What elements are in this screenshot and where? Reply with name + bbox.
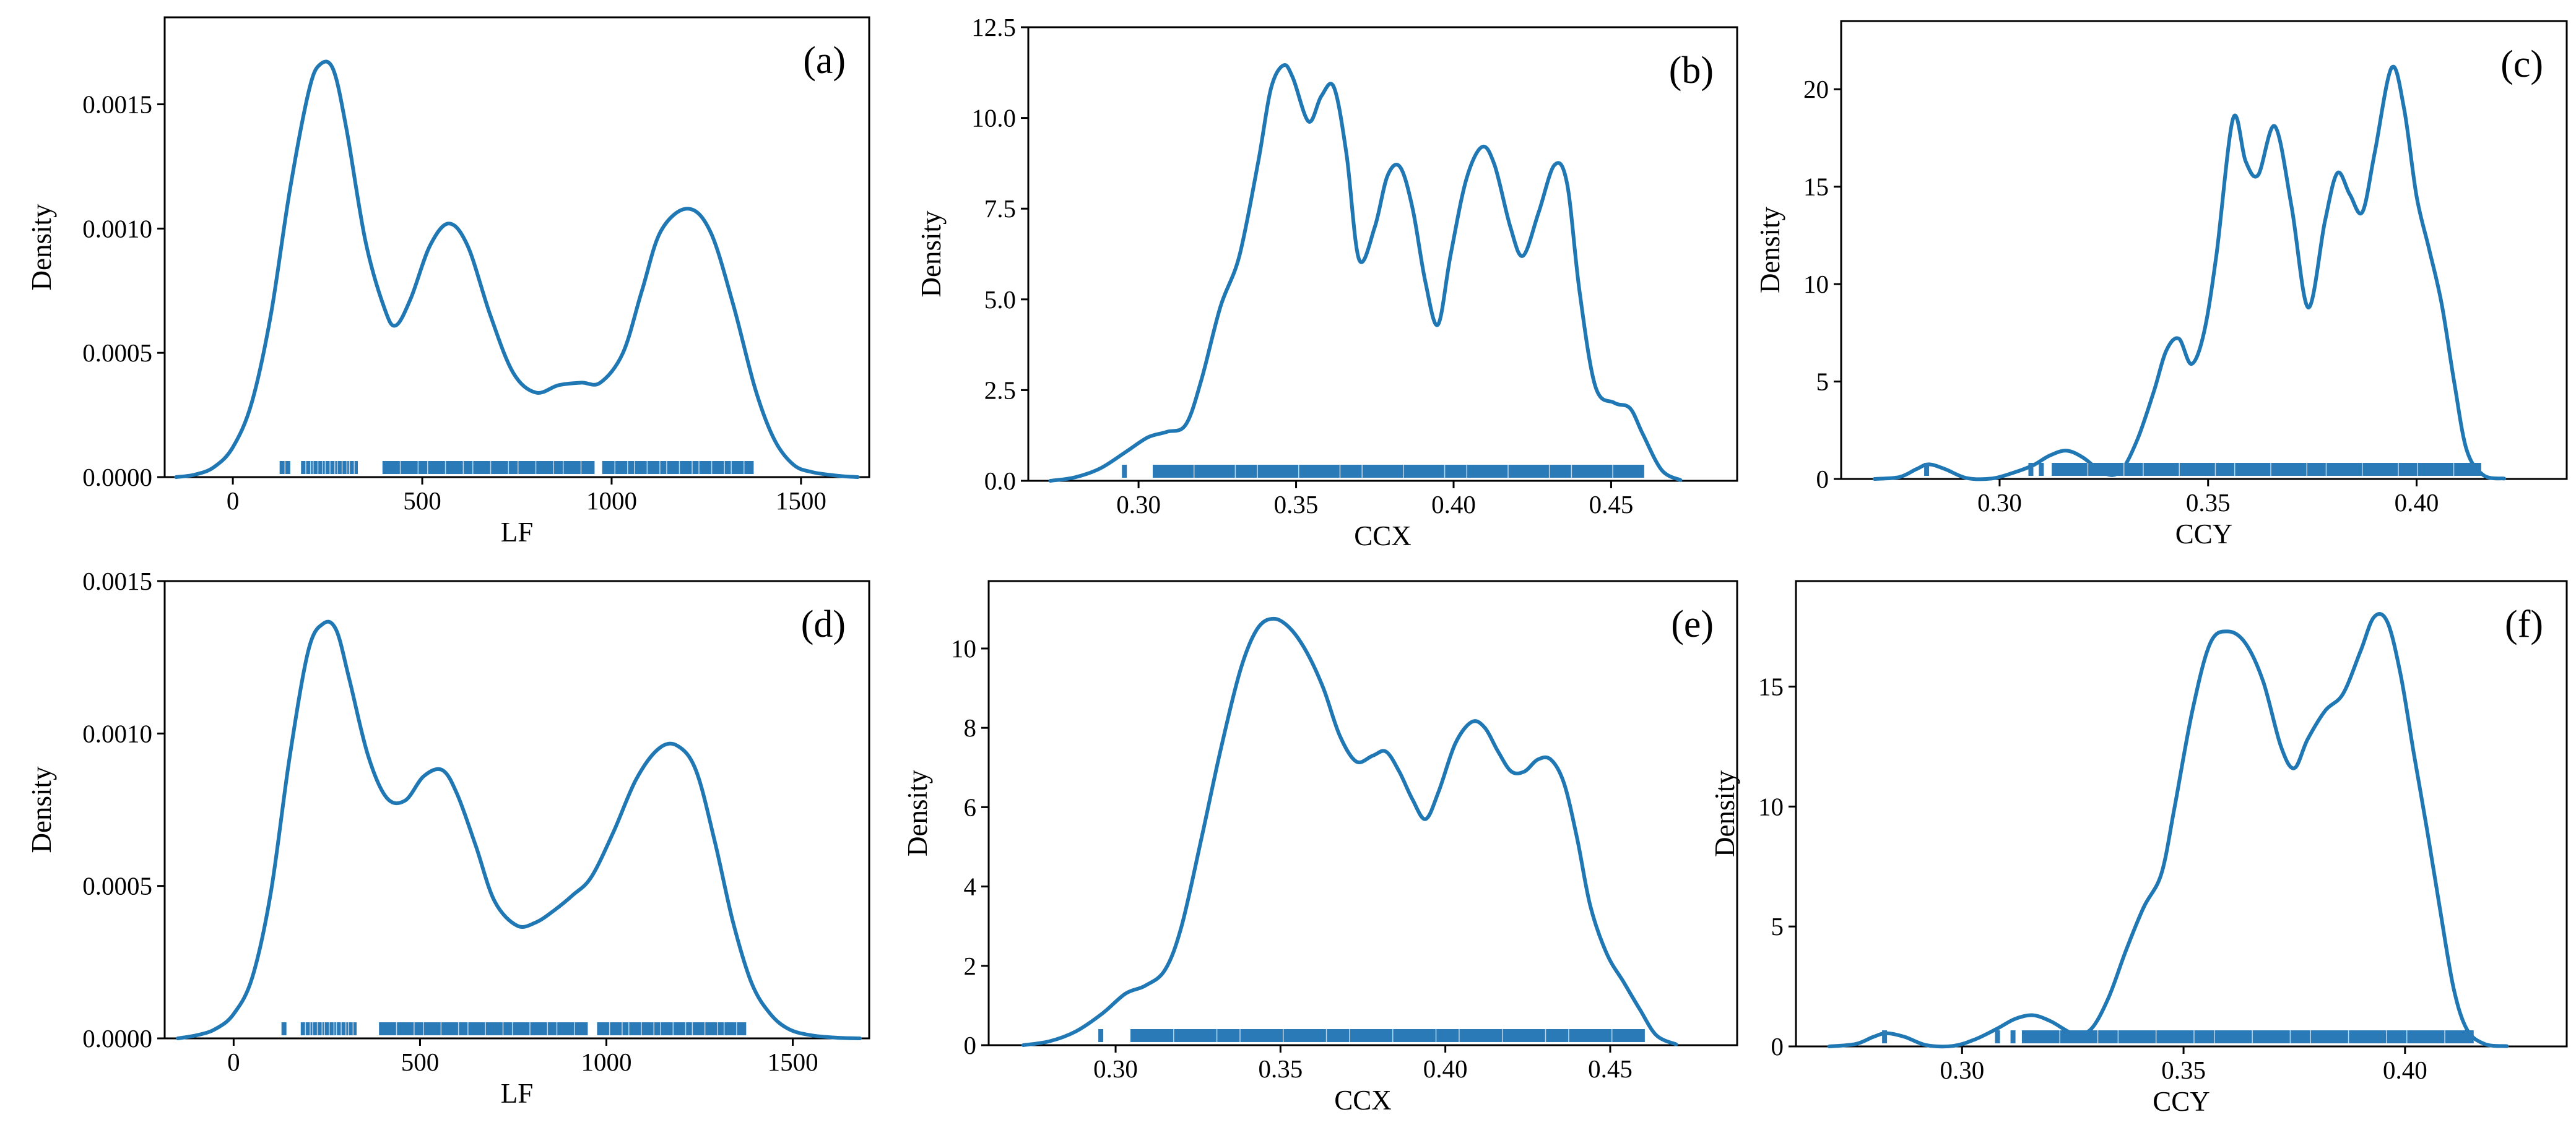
y-tick-label: 0 (1771, 1032, 1784, 1061)
rug-band (597, 1022, 747, 1035)
y-tick-label: 10 (1803, 270, 1829, 298)
x-tick-label: 1500 (776, 486, 826, 515)
rug-band (602, 461, 754, 474)
chart-panel: 0.30 0.35 0.40 0.45 0.0 2.5 5.0 7.5 10.0 12.5 CCX D… (916, 13, 1738, 551)
rug-band (379, 1022, 588, 1035)
panel-label: (d) (801, 603, 846, 645)
y-axis-title: Density (1754, 207, 1785, 293)
plot-frame (1027, 26, 1738, 482)
chart-panel: 0.30 0.35 0.40 0 5 10 15 20 CCY Density (c) (1754, 20, 2568, 550)
panel-label: (a) (803, 40, 846, 82)
x-axis-title: CCX (1334, 1085, 1392, 1116)
x-tick-label: 1000 (586, 486, 637, 515)
y-tick-label: 20 (1803, 75, 1829, 103)
panel-label: (f) (2505, 603, 2543, 645)
y-tick-label: 7.5 (984, 194, 1016, 223)
x-axis-title: CCX (1354, 520, 1412, 551)
plot-frame (987, 580, 1738, 1046)
rug-band (2021, 1030, 2474, 1043)
y-tick-label: 8 (964, 713, 977, 742)
x-tick-label: 0.45 (1589, 490, 1634, 519)
x-tick-label: 500 (403, 486, 441, 515)
panel-label: (c) (2500, 43, 2543, 85)
y-tick-label: 10 (1758, 792, 1784, 821)
y-tick-label: 0.0 (984, 467, 1016, 495)
x-tick-label: 0.40 (1423, 1054, 1468, 1083)
panel-label: (e) (1671, 603, 1714, 645)
y-tick-label: 0.0000 (82, 463, 152, 491)
kde-line (1872, 64, 2506, 481)
kde-line (1021, 616, 1678, 1047)
y-axis-title: Density (26, 204, 57, 290)
y-tick-label: 12.5 (971, 13, 1016, 41)
x-tick-label: 1500 (768, 1048, 818, 1076)
kde-line (1827, 612, 2509, 1049)
x-tick-label: 0.35 (1274, 490, 1319, 519)
x-tick-label: 0.45 (1588, 1054, 1633, 1083)
x-tick-label: 0.30 (1116, 490, 1161, 519)
y-tick-label: 15 (1803, 173, 1829, 201)
plot-frame (1840, 20, 2568, 480)
plot-frame (1795, 580, 2568, 1048)
y-tick-label: 10.0 (971, 104, 1016, 132)
x-tick-label: 0.30 (1940, 1056, 1984, 1084)
chart-panel: 0 500 1000 1500 0.0000 0.0005 0.0010 0.0015 LF De… (26, 567, 870, 1109)
x-tick-label: 1000 (581, 1048, 632, 1076)
y-tick-label: 0.0010 (82, 214, 152, 243)
x-tick-label: 0.35 (1258, 1054, 1303, 1083)
x-tick-label: 0.35 (2161, 1056, 2206, 1084)
rug-band (2052, 463, 2481, 476)
y-axis-title: Density (902, 770, 933, 856)
rug-band (301, 461, 358, 474)
x-tick-label: 0.40 (2395, 488, 2439, 517)
x-tick-label: 0.30 (1977, 488, 2022, 517)
y-tick-label: 10 (951, 634, 976, 663)
x-axis-title: LF (501, 517, 534, 548)
panel-label: (b) (1669, 50, 1714, 92)
rug-band (300, 1022, 357, 1035)
y-axis-title: Density (916, 210, 947, 297)
y-tick-label: 5.0 (984, 285, 1016, 314)
x-tick-label: 0 (227, 1048, 240, 1076)
plot-frame (163, 580, 870, 1040)
x-tick-label: 0 (227, 486, 240, 515)
y-tick-label: 5 (1771, 912, 1784, 941)
y-tick-label: 0 (1816, 465, 1829, 493)
y-tick-label: 0.0005 (82, 872, 152, 900)
y-axis-title: Density (1709, 770, 1740, 857)
kde-line (176, 619, 862, 1040)
y-tick-label: 2.5 (984, 376, 1016, 404)
y-tick-label: 4 (964, 873, 977, 901)
x-tick-label: 0.30 (1093, 1054, 1138, 1083)
x-axis-title: CCY (2153, 1086, 2210, 1117)
x-axis-title: LF (501, 1078, 534, 1109)
kde-line (174, 59, 860, 479)
chart-panel: 0 500 1000 1500 0.0000 0.0005 0.0010 0.0015 LF De… (26, 16, 870, 548)
x-tick-label: 0.40 (1431, 490, 1476, 519)
chart-panel: 0.30 0.35 0.40 0.45 0 2 4 6 8 10 CCX Density (e) (902, 580, 1738, 1116)
y-tick-label: 2 (964, 952, 977, 980)
y-tick-label: 5 (1816, 368, 1829, 396)
y-tick-label: 0 (964, 1031, 977, 1059)
y-tick-label: 0.0010 (82, 719, 152, 748)
plot-frame (163, 16, 870, 478)
y-tick-label: 6 (964, 793, 977, 821)
x-tick-label: 500 (401, 1048, 440, 1076)
y-tick-label: 0.0005 (82, 338, 152, 367)
x-tick-label: 0.35 (2186, 488, 2231, 517)
rug-band (382, 461, 595, 474)
y-tick-label: 0.0015 (82, 90, 152, 119)
chart-panel: 0.30 0.35 0.40 0 5 10 15 CCY Density (f) (1709, 580, 2568, 1117)
kde-line (1048, 63, 1683, 483)
x-axis-title: CCY (2175, 519, 2233, 550)
y-tick-label: 15 (1758, 673, 1784, 701)
y-axis-title: Density (26, 766, 57, 853)
y-tick-label: 0.0015 (82, 567, 152, 595)
y-tick-label: 0.0000 (82, 1024, 152, 1053)
x-tick-label: 0.40 (2383, 1056, 2427, 1084)
rug-band (1153, 465, 1644, 478)
rug-band (1130, 1029, 1645, 1042)
